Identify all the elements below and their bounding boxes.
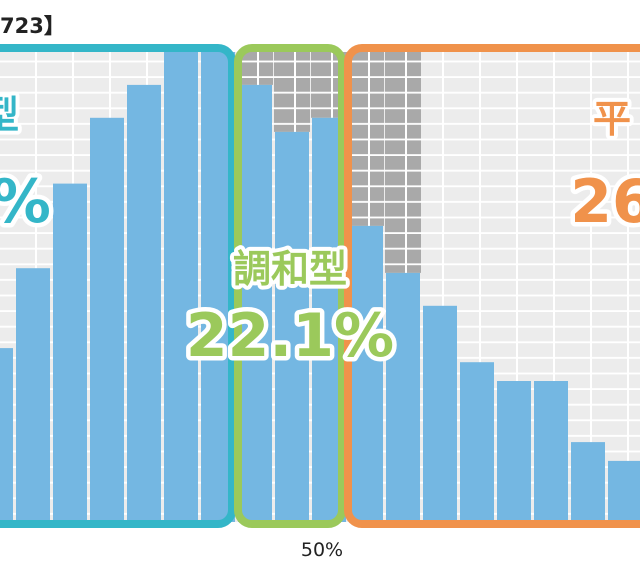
histogram-bar <box>16 268 50 522</box>
histogram-bar <box>608 460 640 522</box>
histogram-bar <box>0 348 13 522</box>
group-name-label: 調和型 <box>233 247 347 291</box>
group-name-label: 型 <box>0 93 19 137</box>
x-tick-label: 50% <box>301 539 343 561</box>
histogram-bar <box>164 52 198 522</box>
histogram-bar <box>127 84 161 523</box>
group-frame <box>234 44 346 528</box>
histogram-bar <box>571 442 605 522</box>
histogram-bar <box>534 381 568 522</box>
group-frame <box>344 44 640 528</box>
group-percent-label: 26 <box>570 167 640 237</box>
histogram-bar <box>497 381 531 522</box>
group-name-label: 平 <box>593 97 631 141</box>
histogram-bar <box>349 225 383 522</box>
group-percent-label: 22.1% <box>186 301 394 371</box>
gap-fill <box>348 52 384 226</box>
histogram-bar <box>386 272 420 522</box>
gap-fill <box>274 52 310 132</box>
histogram-bar <box>423 305 457 522</box>
header-fragment: 723】 <box>0 14 65 38</box>
histogram-bar <box>460 362 494 522</box>
gap-fill <box>385 52 421 273</box>
group-frame <box>0 44 236 528</box>
histogram-bar <box>238 84 272 523</box>
histogram-bar <box>90 117 124 523</box>
histogram-bar <box>53 183 87 522</box>
group-percent-label: 9% <box>0 167 51 237</box>
histogram-bar <box>275 131 309 522</box>
